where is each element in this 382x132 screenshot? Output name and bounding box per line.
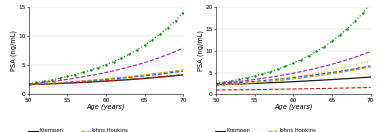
Legend: Krempen, BLSA, Royal Marsden, Johns Hopkins, SPCG4, UCHC: Krempen, BLSA, Royal Marsden, Johns Hopk… (28, 128, 129, 132)
X-axis label: Age (years): Age (years) (274, 104, 312, 110)
X-axis label: Age (years): Age (years) (87, 104, 125, 110)
Y-axis label: PSA (ng/mL): PSA (ng/mL) (197, 30, 204, 71)
Legend: Krempen, BLSA, Royal Marsden, Johns Hopkins, SNSG4, UCHC: Krempen, BLSA, Royal Marsden, Johns Hopk… (215, 128, 316, 132)
Y-axis label: PSA (ng/mL): PSA (ng/mL) (10, 30, 17, 71)
